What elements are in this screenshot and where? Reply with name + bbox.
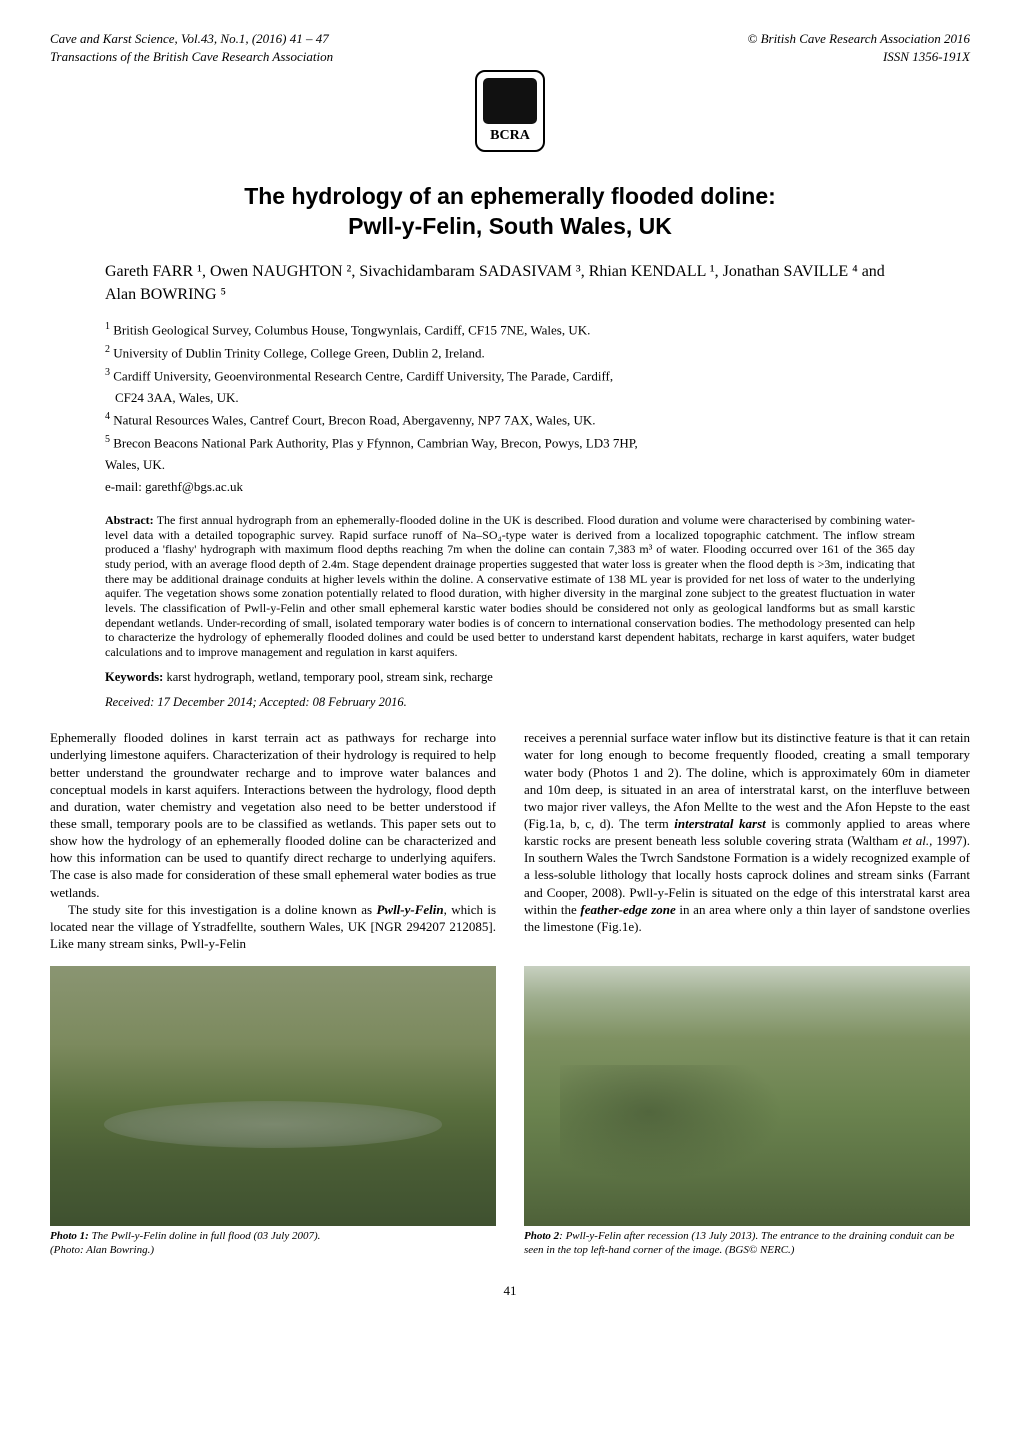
body-para-1: Ephemerally flooded dolines in karst ter… — [50, 729, 496, 901]
header-left: Cave and Karst Science, Vol.43, No.1, (2… — [50, 30, 333, 65]
keywords-label: Keywords: — [105, 670, 163, 684]
abstract-text: The first annual hydrograph from an ephe… — [105, 513, 915, 659]
affiliation-4: 4 Natural Resources Wales, Cantref Court… — [105, 410, 915, 429]
affil-text: Brecon Beacons National Park Authority, … — [113, 436, 638, 451]
abstract-label: Abstract: — [105, 513, 154, 527]
bcra-logo-icon: BCRA — [475, 70, 545, 152]
affiliation-5: 5 Brecon Beacons National Park Authority… — [105, 433, 915, 452]
body-text: The study site for this investigation is… — [68, 902, 376, 917]
affil-text: University of Dublin Trinity College, Co… — [113, 345, 485, 360]
term-feather-edge-zone: feather-edge zone — [580, 902, 675, 917]
photo-1-caption: Photo 1: The Pwll-y-Felin doline in full… — [50, 1230, 496, 1258]
photo-2-caption: Photo 2: Pwll-y-Felin after recession (1… — [524, 1230, 970, 1258]
running-header: Cave and Karst Science, Vol.43, No.1, (2… — [50, 30, 970, 65]
affil-text: CF24 3AA, Wales, UK. — [115, 390, 239, 405]
photo-1-image — [50, 966, 496, 1226]
affiliation-1: 1 British Geological Survey, Columbus Ho… — [105, 320, 915, 339]
article-title: The hydrology of an ephemerally flooded … — [50, 182, 970, 242]
bcra-logo-text: BCRA — [477, 127, 543, 146]
corresponding-email: e-mail: garethf@bgs.ac.uk — [105, 478, 915, 496]
journal-transactions: Transactions of the British Cave Researc… — [50, 48, 333, 66]
photo-1-credit: (Photo: Alan Bowring.) — [50, 1244, 154, 1256]
abstract: Abstract: The first annual hydrograph fr… — [105, 513, 915, 659]
column-right: receives a perennial surface water inflo… — [524, 729, 970, 952]
affil-text: Natural Resources Wales, Cantref Court, … — [113, 413, 595, 428]
photo-2-label: Photo 2 — [524, 1230, 559, 1242]
affil-sup: 2 — [105, 344, 110, 355]
received-accepted: Received: 17 December 2014; Accepted: 08… — [105, 694, 915, 711]
affil-sup: 5 — [105, 434, 110, 445]
photo-1-label: Photo 1: — [50, 1230, 89, 1242]
photo-2-image — [524, 966, 970, 1226]
affiliation-2: 2 University of Dublin Trinity College, … — [105, 343, 915, 362]
body-para-3: receives a perennial surface water inflo… — [524, 729, 970, 935]
affil-text: Wales, UK. — [105, 457, 165, 472]
bcra-logo-shield — [483, 78, 537, 124]
keywords: Keywords: karst hydrograph, wetland, tem… — [105, 669, 915, 686]
journal-citation: Cave and Karst Science, Vol.43, No.1, (2… — [50, 30, 333, 48]
copyright-line: © British Cave Research Association 2016 — [747, 30, 970, 48]
affil-text: British Geological Survey, Columbus Hous… — [113, 323, 590, 338]
photo-1-caption-text: The Pwll-y-Felin doline in full flood (0… — [89, 1230, 321, 1242]
photo-row: Photo 1: The Pwll-y-Felin doline in full… — [50, 966, 970, 1258]
keywords-text: karst hydrograph, wetland, temporary poo… — [163, 670, 493, 684]
title-line-2: Pwll-y-Felin, South Wales, UK — [348, 213, 672, 239]
photo-2-block: Photo 2: Pwll-y-Felin after recession (1… — [524, 966, 970, 1258]
header-right: © British Cave Research Association 2016… — [747, 30, 970, 65]
title-line-1: The hydrology of an ephemerally flooded … — [244, 183, 776, 209]
affiliation-5-cont: Wales, UK. — [105, 456, 915, 474]
photo-1-block: Photo 1: The Pwll-y-Felin doline in full… — [50, 966, 496, 1258]
affil-sup: 4 — [105, 411, 110, 422]
affiliation-3: 3 Cardiff University, Geoenvironmental R… — [105, 366, 915, 385]
page-number: 41 — [50, 1282, 970, 1300]
body-para-2: The study site for this investigation is… — [50, 901, 496, 952]
author-list: Gareth FARR ¹, Owen NAUGHTON ², Sivachid… — [105, 261, 915, 306]
body-columns: Ephemerally flooded dolines in karst ter… — [50, 729, 970, 952]
issn-line: ISSN 1356-191X — [747, 48, 970, 66]
affil-text: Cardiff University, Geoenvironmental Res… — [113, 368, 613, 383]
column-left: Ephemerally flooded dolines in karst ter… — [50, 729, 496, 952]
term-interstratal-karst: interstratal karst — [674, 816, 766, 831]
affiliations: 1 British Geological Survey, Columbus Ho… — [50, 320, 970, 473]
affiliation-3-cont: CF24 3AA, Wales, UK. — [105, 389, 915, 407]
affil-sup: 3 — [105, 367, 110, 378]
affil-sup: 1 — [105, 321, 110, 332]
photo-2-caption-text: : Pwll-y-Felin after recession (13 July … — [524, 1230, 954, 1256]
etal: et al., — [902, 833, 932, 848]
logo-container: BCRA — [50, 70, 970, 157]
term-pwll-y-felin: Pwll-y-Felin — [376, 902, 443, 917]
